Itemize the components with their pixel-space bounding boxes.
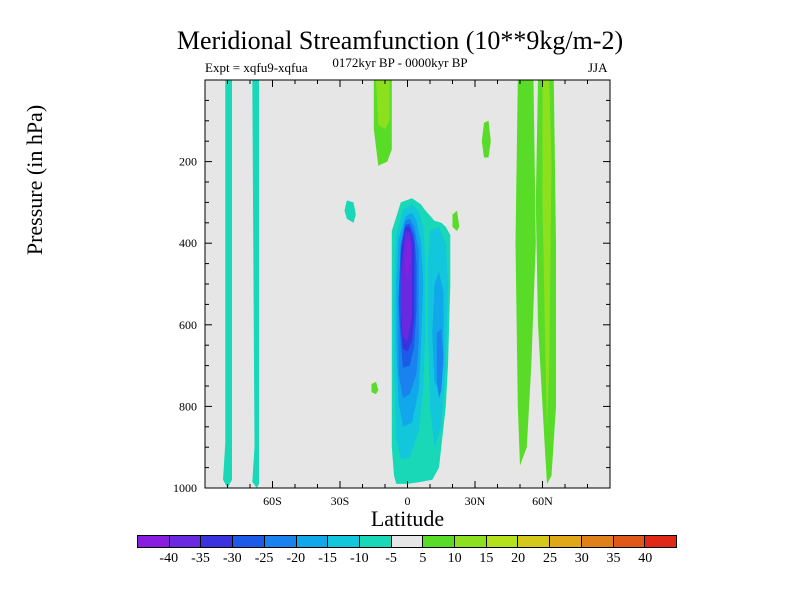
period-subtitle: 0172kyr BP - 0000kyr BP [332,55,468,70]
colorbar-swatch [264,536,297,547]
season-subtitle: JJA [588,60,608,75]
contour-cell-right-20 [436,328,444,399]
y-tick-label: 400 [179,236,197,250]
chart-title: Meridional Streamfunction (10**9kg/m-2) [176,26,624,55]
colorbar-swatch [359,536,392,547]
axis-ticks: 60S 30S 0 30N 60N 200 400 600 800 1000 [173,80,610,508]
colorbar-label: 5 [419,551,427,566]
y-tick-label: 800 [179,399,197,413]
contour-top-tongue-10 [376,80,390,129]
x-tick-label: 30N [465,494,486,508]
colorbar-label: -5 [385,551,397,566]
y-tick-label: 600 [179,318,197,332]
colorbar-swatch [455,536,487,547]
x-tick-label: 0 [405,494,411,508]
x-axis-label: Latitude [370,506,445,531]
colorbar-label: -10 [350,551,369,566]
colorbar-swatch [423,536,456,547]
contour-nh-small [481,120,491,158]
x-tick-label: 30S [331,494,350,508]
colorbar-label: -25 [254,551,274,566]
contour-left-blob [371,381,379,395]
contour-cell-40 [405,239,410,280]
colorbar-swatch [201,536,234,547]
colorbar-swatch [233,536,265,547]
contour-band-63S [252,80,259,488]
colorbar-label: 20 [511,551,526,566]
colorbar-swatch [486,536,519,547]
y-axis-label: Pressure (in hPa) [22,104,47,256]
x-tick-label: 60S [263,494,282,508]
colorbar-label: -35 [191,551,210,566]
y-tick-label: 200 [179,155,197,169]
colorbar-label: 30 [574,551,589,566]
colorbar-label: 25 [542,551,557,566]
contour-nh-right [452,210,460,231]
colorbar-swatches [137,535,677,548]
colorbar-swatch [581,536,614,547]
colorbar-label: 35 [606,551,621,566]
colorbar: -40 -35 -30 -25 -20 -15 -10 -5 5 10 15 20 25 30 35 40 [137,535,677,569]
colorbar-label: 10 [447,551,462,566]
experiment-subtitle: Expt = xqfu9-xqfua [205,60,308,75]
colorbar-labels: -40 -35 -30 -25 -20 -15 -10 -5 5 10 15 20 25 30 35 40 [137,551,677,569]
colorbar-label: 15 [479,551,494,566]
contour-small-20S [344,200,356,223]
colorbar-label: -40 [159,551,179,566]
contour-nh-band-10 [542,80,552,431]
colorbar-label: -30 [222,551,242,566]
colorbar-swatch [391,536,424,547]
colorbar-swatch [138,536,170,547]
colorbar-label: 40 [638,551,653,566]
contour-regions [223,80,556,488]
colorbar-swatch [645,536,676,547]
y-tick-label: 1000 [173,481,197,495]
contour-nh-band-50 [515,80,536,466]
colorbar-label: -20 [286,551,306,566]
colorbar-swatch [550,536,582,547]
contour-band-70S [223,80,232,488]
colorbar-swatch [328,536,360,547]
colorbar-swatch [613,536,646,547]
colorbar-label: -15 [318,551,337,566]
x-tick-label: 60N [532,494,553,508]
colorbar-swatch [296,536,329,547]
colorbar-swatch [169,536,202,547]
colorbar-swatch [518,536,551,547]
